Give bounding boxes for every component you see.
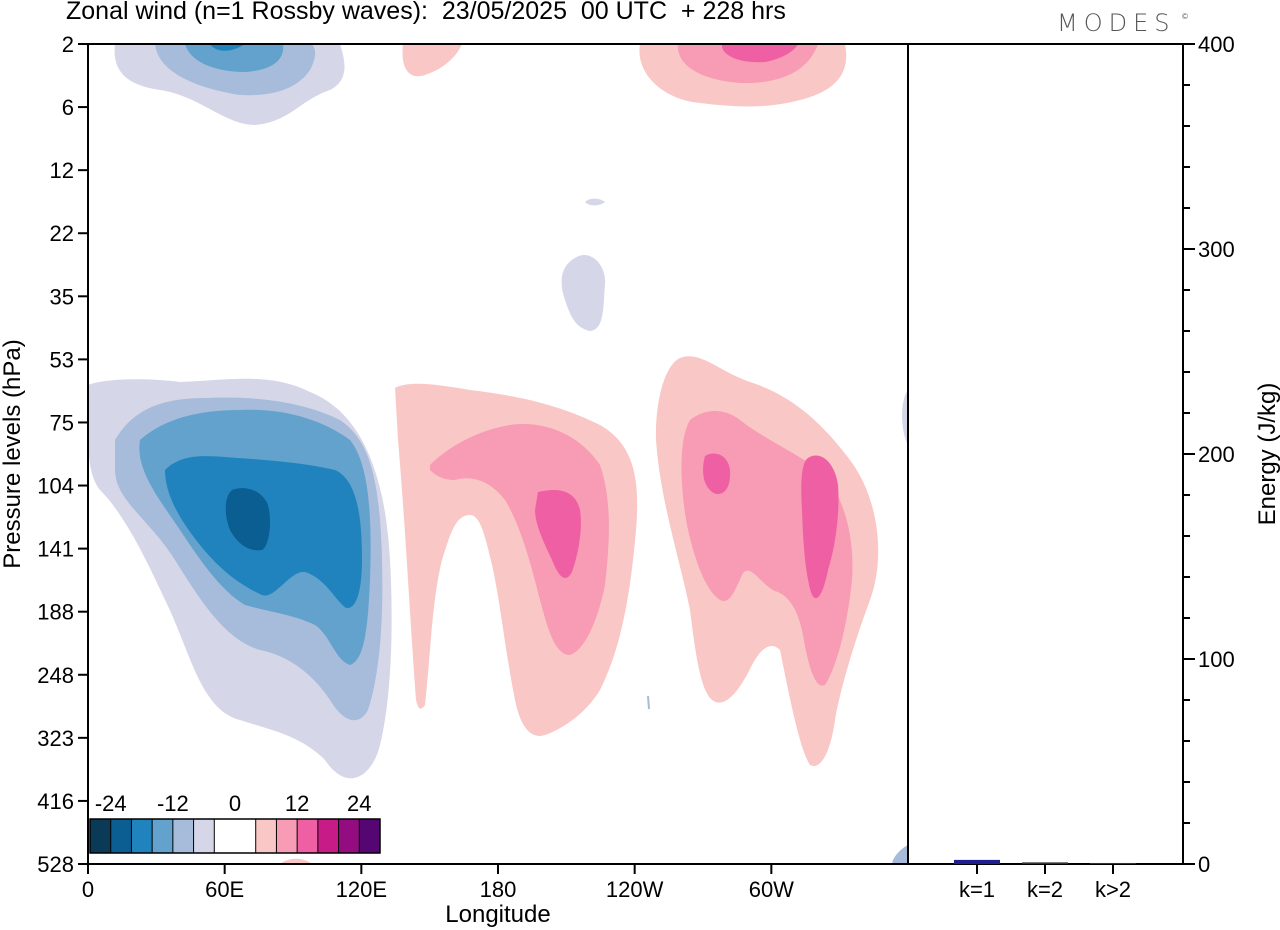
colorbar-swatch bbox=[172, 819, 194, 853]
y-tick-label: 2 bbox=[62, 32, 74, 57]
colorbar-swatch bbox=[214, 819, 236, 853]
y-tick-label: 12 bbox=[50, 158, 74, 183]
colorbar-label: 12 bbox=[285, 791, 309, 816]
colorbar-swatch bbox=[152, 819, 174, 853]
y-tick-label: 35 bbox=[50, 284, 74, 309]
energy-bar bbox=[1022, 862, 1068, 864]
x-tick-label: 0 bbox=[82, 877, 94, 902]
x-tick-label: 180 bbox=[480, 877, 517, 902]
contour-westerly-180 bbox=[395, 383, 638, 736]
contour-tiny-line bbox=[647, 695, 650, 710]
colorbar-label: 24 bbox=[347, 791, 371, 816]
x-tick-label: 60E bbox=[205, 877, 244, 902]
energy-panel-frame bbox=[908, 43, 1184, 865]
energy-tick-label: 400 bbox=[1198, 32, 1235, 57]
colorbar-label: 0 bbox=[229, 791, 241, 816]
colorbar-swatch bbox=[276, 819, 298, 853]
y-tick-label: 22 bbox=[50, 221, 74, 246]
contour-field bbox=[88, 44, 908, 864]
y-tick-label: 188 bbox=[37, 600, 74, 625]
y-tick-label: 323 bbox=[37, 726, 74, 751]
energy-category-label: k>2 bbox=[1095, 877, 1131, 902]
contour-upper-westerly bbox=[639, 44, 847, 107]
energy-category-label: k=1 bbox=[959, 877, 995, 902]
x-axis: 0 60E 120E 180 120W 60W bbox=[82, 864, 794, 902]
colorbar-swatch bbox=[297, 819, 319, 853]
y-tick-label: 528 bbox=[37, 852, 74, 877]
y-tick-label: 53 bbox=[50, 347, 74, 372]
energy-tick-label: 0 bbox=[1198, 852, 1210, 877]
contour-bottom-westerly bbox=[280, 858, 312, 864]
colorbar-swatch bbox=[131, 819, 153, 853]
energy-tick-label: 300 bbox=[1198, 237, 1235, 262]
contour-upper-westerly-small bbox=[402, 44, 462, 77]
colorbar-swatch bbox=[193, 819, 215, 853]
colorbar-swatch bbox=[235, 819, 257, 853]
colorbar-label: -12 bbox=[157, 791, 189, 816]
y-axis-title: Pressure levels (hPa) bbox=[0, 339, 26, 568]
energy-axis-title: Energy (J/kg) bbox=[1254, 383, 1280, 526]
y-tick-label: 141 bbox=[37, 537, 74, 562]
y-tick-label: 416 bbox=[37, 789, 74, 814]
colorbar-border bbox=[89, 818, 381, 854]
y-axis: 2 6 12 22 35 53 75 104 141 188 248 323 416 528 bbox=[37, 32, 88, 877]
energy-bars: k=1 k=2 k>2 bbox=[954, 859, 1136, 902]
energy-bar bbox=[954, 859, 1000, 864]
modes-logo: MODES bbox=[1057, 9, 1176, 37]
contour-upper-easterly bbox=[114, 44, 345, 125]
colorbar-swatch bbox=[90, 819, 112, 853]
contour-small-easterly-2 bbox=[561, 255, 606, 331]
energy-axis: 0 100 200 300 400 bbox=[1183, 32, 1235, 877]
contour-westerly-60w bbox=[655, 356, 879, 766]
colorbar-swatch bbox=[255, 819, 277, 853]
x-tick-label: 120E bbox=[336, 877, 387, 902]
x-tick-label: 60W bbox=[749, 877, 794, 902]
contour-edge-easterly bbox=[902, 390, 908, 445]
colorbar-swatch bbox=[359, 819, 381, 853]
energy-tick-label: 100 bbox=[1198, 647, 1235, 672]
contour-edge-easterly-bottom bbox=[892, 845, 908, 864]
colorbar-swatch bbox=[317, 819, 339, 853]
colorbar-label: -24 bbox=[95, 791, 127, 816]
logo-copyright-mark: © bbox=[1182, 12, 1188, 21]
y-tick-label: 6 bbox=[62, 95, 74, 120]
energy-tick-label: 200 bbox=[1198, 442, 1235, 467]
x-tick-label: 120W bbox=[606, 877, 664, 902]
energy-category-label: k=2 bbox=[1027, 877, 1063, 902]
y-tick-label: 104 bbox=[37, 474, 74, 499]
colorbar-swatch bbox=[110, 819, 132, 853]
colorbar-swatch bbox=[338, 819, 360, 853]
contour-small-easterly-1 bbox=[585, 198, 605, 206]
y-tick-label: 248 bbox=[37, 663, 74, 688]
colorbar: -24 -12 0 12 24 bbox=[89, 791, 381, 854]
x-axis-title: Longitude bbox=[445, 901, 550, 928]
y-tick-label: 75 bbox=[50, 410, 74, 435]
chart-title: Zonal wind (n=1 Rossby waves): 23/05/202… bbox=[66, 0, 786, 25]
energy-bar bbox=[1090, 862, 1136, 864]
contour-main-easterly bbox=[88, 378, 392, 779]
